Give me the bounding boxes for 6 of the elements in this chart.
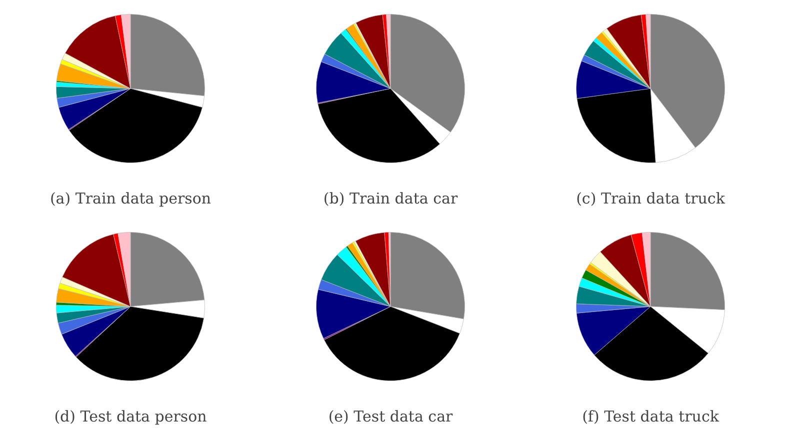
text: (b) Train data car: [323, 190, 458, 208]
text: (d) Test data person: [54, 408, 208, 426]
text: (f) Test data truck: [582, 408, 720, 426]
text: (e) Test data car: [328, 408, 454, 426]
text: (a) Train data person: [50, 190, 212, 208]
text: (c) Train data truck: [576, 190, 726, 208]
